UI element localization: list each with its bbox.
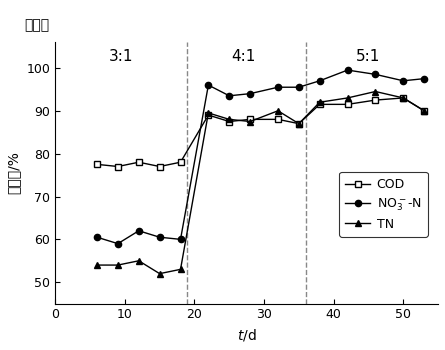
TN [115,263,121,267]
$\mathregular{NO_3^-}$-N [247,92,253,96]
$\mathregular{NO_3^-}$-N [400,79,406,83]
$\mathregular{NO_3^-}$-N [178,237,183,241]
TN [247,119,253,124]
COD [178,160,183,164]
Text: 4:1: 4:1 [231,49,255,64]
TN [227,117,232,121]
Line: TN: TN [94,89,427,277]
$\mathregular{NO_3^-}$-N [227,94,232,98]
TN [400,96,406,100]
COD [345,102,350,106]
TN [296,121,302,126]
Legend: COD, $\mathregular{NO_3^-}$-N, TN: COD, $\mathregular{NO_3^-}$-N, TN [339,172,428,237]
Y-axis label: 去除率/%: 去除率/% [7,152,21,194]
$\mathregular{NO_3^-}$-N [115,241,121,246]
TN [373,89,378,93]
Text: 5:1: 5:1 [356,49,380,64]
COD [206,113,211,117]
COD [296,121,302,126]
COD [157,164,162,169]
$\mathregular{NO_3^-}$-N [296,85,302,89]
Text: 3:1: 3:1 [109,49,134,64]
$\mathregular{NO_3^-}$-N [373,72,378,76]
TN [317,100,322,104]
TN [94,263,100,267]
TN [275,109,281,113]
COD [317,102,322,106]
COD [136,160,142,164]
TN [157,272,162,276]
TN [206,111,211,115]
COD [400,96,406,100]
$\mathregular{NO_3^-}$-N [275,85,281,89]
COD [227,119,232,124]
$\mathregular{NO_3^-}$-N [157,235,162,239]
TN [136,259,142,263]
$\mathregular{NO_3^-}$-N [136,229,142,233]
Line: $\mathregular{NO_3^-}$-N: $\mathregular{NO_3^-}$-N [94,67,427,247]
$\mathregular{NO_3^-}$-N [421,77,427,81]
X-axis label: $t$/d: $t$/d [237,327,256,343]
$\mathregular{NO_3^-}$-N [317,79,322,83]
TN [421,109,427,113]
Line: COD: COD [94,95,427,170]
$\mathregular{NO_3^-}$-N [206,83,211,87]
COD [115,164,121,169]
COD [247,117,253,121]
COD [373,98,378,102]
COD [94,162,100,167]
TN [178,267,183,272]
$\mathregular{NO_3^-}$-N [94,235,100,239]
COD [421,109,427,113]
TN [345,96,350,100]
COD [275,117,281,121]
$\mathregular{NO_3^-}$-N [345,68,350,72]
Text: 碳氮比: 碳氮比 [24,18,50,32]
